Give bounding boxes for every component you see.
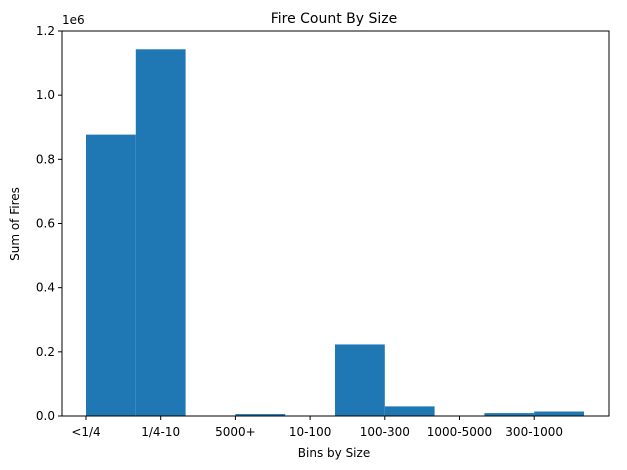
bars-layer [86,49,584,417]
x-tick-label: 100-300 [360,425,410,439]
chart-title: Fire Count By Size [271,11,398,27]
x-tick-label: 1/4-10 [141,425,180,439]
x-tick-label: 5000+ [215,425,256,439]
bar-0 [86,134,136,417]
bar-1 [135,49,186,416]
x-axis-label: Bins by Size [298,446,370,460]
y-tick-label: 0.6 [36,217,55,231]
y-tick-label: 1.2 [36,24,55,38]
bar-5 [335,344,385,416]
x-tick-label: 10-100 [289,425,332,439]
y-axis-label: Sum of Fires [8,187,22,261]
axes-layer: 0.0 0.2 0.4 0.6 0.8 1.0 1.2 <1/4 1/4-10 5000+ 10-1… [36,24,610,439]
y-tick-label: 0.4 [36,281,55,295]
bar-8 [484,413,535,416]
y-tick-label: 0.0 [36,409,55,423]
bar-6 [384,406,435,416]
y-tick-label: 0.2 [36,345,55,359]
y-axis-offset-text: 1e6 [62,13,85,27]
x-tick-label: <1/4 [71,425,100,439]
y-tick-label: 1.0 [36,88,55,102]
y-tick-label: 0.8 [36,152,55,166]
bar-3 [235,414,286,416]
bar-9 [534,411,584,416]
x-tick-label: 300-1000 [505,425,563,439]
x-tick-label: 1000-5000 [427,425,492,439]
